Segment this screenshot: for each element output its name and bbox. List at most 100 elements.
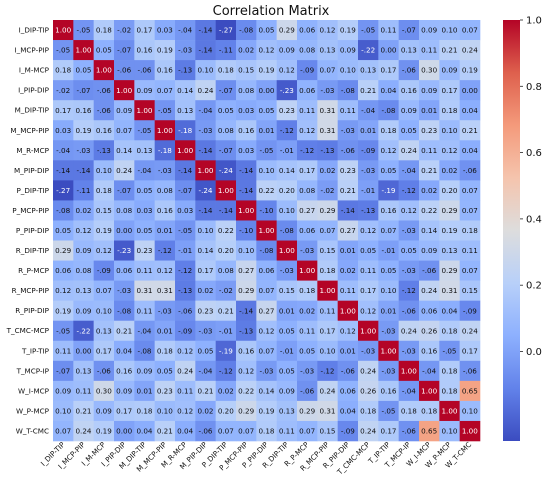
heatmap-cell	[73, 340, 94, 362]
heatmap-cell	[459, 60, 481, 81]
y-tick-label: P_PIP-DIP	[16, 226, 50, 235]
cell-annotation: 0.29	[238, 407, 254, 416]
cell-annotation: 0.17	[462, 346, 478, 355]
heatmap-cell	[459, 40, 481, 61]
heatmap-cell	[154, 60, 176, 81]
cell-annotation: 0.26	[421, 326, 437, 335]
heatmap-cell	[215, 340, 237, 362]
heatmap-cell	[439, 20, 460, 41]
heatmap-cell	[419, 80, 440, 101]
cell-annotation: 0.08	[157, 186, 173, 195]
heatmap-cell	[256, 140, 277, 161]
heatmap-cell	[195, 180, 216, 201]
heatmap-cell	[256, 40, 277, 61]
heatmap-cell	[236, 320, 257, 342]
cell-annotation: 0.12	[75, 226, 91, 235]
y-tick-label: P_MCP-PIP	[12, 206, 49, 215]
cell-annotation: 0.07	[116, 126, 132, 135]
colorbar-tick-label: 1.0	[526, 16, 542, 27]
heatmap-cell	[215, 160, 237, 181]
cell-annotation: 0.22	[258, 186, 274, 195]
heatmap-cell	[378, 20, 399, 41]
heatmap-cell	[297, 20, 318, 41]
cell-annotation: 0.17	[197, 266, 213, 275]
cell-annotation: 0.07	[157, 86, 173, 95]
heatmap-cell	[134, 400, 155, 422]
cell-annotation: 0.13	[401, 46, 417, 55]
heatmap-cell	[398, 120, 420, 141]
heatmap-cell	[398, 40, 420, 61]
heatmap-cell	[419, 40, 440, 61]
heatmap-cell	[398, 180, 420, 201]
cell-annotation: 0.13	[177, 106, 193, 115]
heatmap-cell	[439, 100, 460, 121]
heatmap-cell	[53, 120, 74, 141]
cell-annotation: -.01	[381, 246, 395, 255]
cell-annotation: 0.16	[421, 346, 437, 355]
heatmap-cell	[398, 320, 420, 342]
heatmap-cell	[236, 380, 257, 402]
heatmap-cell	[236, 120, 257, 141]
cell-annotation: -.09	[361, 146, 375, 155]
heatmap-cell	[297, 280, 318, 301]
cell-annotation: 0.07	[462, 266, 478, 275]
heatmap-cell	[154, 120, 176, 141]
cell-annotation: 0.12	[177, 407, 193, 416]
cell-annotation: -.06	[341, 366, 355, 375]
cell-annotation: -.03	[402, 266, 416, 275]
cell-annotation: 0.03	[238, 106, 254, 115]
cell-annotation: 1.00	[258, 226, 274, 235]
heatmap-cell	[378, 200, 399, 221]
heatmap-cell	[378, 140, 399, 161]
cell-annotation: 0.07	[258, 346, 274, 355]
heatmap-cell	[297, 240, 318, 261]
cell-annotation: -.02	[56, 86, 70, 95]
cell-annotation: 0.12	[319, 26, 335, 35]
cell-annotation: 0.12	[360, 306, 376, 315]
heatmap-cell	[276, 260, 298, 281]
cell-annotation: 0.10	[340, 66, 356, 75]
cell-annotation: 0.10	[462, 407, 478, 416]
cell-annotation: 0.08	[116, 206, 132, 215]
cell-annotation: 0.12	[55, 286, 71, 295]
heatmap-cell	[337, 260, 359, 281]
heatmap-cell	[134, 300, 155, 322]
heatmap-cell	[175, 260, 196, 281]
cell-annotation: 0.09	[340, 46, 356, 55]
heatmap-cell	[459, 300, 481, 322]
heatmap-cell	[419, 280, 440, 301]
cell-annotation: 0.17	[96, 346, 112, 355]
cell-annotation: 0.21	[340, 186, 356, 195]
heatmap-cell	[419, 180, 440, 201]
heatmap-cell	[337, 340, 359, 362]
cell-annotation: 0.11	[136, 306, 152, 315]
cell-annotation: 0.02	[197, 286, 213, 295]
heatmap-cell	[276, 400, 298, 422]
heatmap-cell	[439, 40, 460, 61]
cell-annotation: 0.18	[319, 266, 335, 275]
heatmap-cell	[53, 400, 74, 422]
heatmap-cell	[154, 20, 176, 41]
heatmap-cell	[114, 220, 135, 241]
cell-annotation: 0.11	[136, 266, 152, 275]
cell-annotation: -.05	[178, 226, 192, 235]
cell-annotation: 0.06	[299, 226, 315, 235]
heatmap-cell	[358, 200, 379, 221]
heatmap-cell	[256, 60, 277, 81]
heatmap-cell	[175, 300, 196, 322]
heatmap-cell	[154, 300, 176, 322]
heatmap-cell	[134, 200, 155, 221]
cell-annotation: 0.14	[177, 86, 193, 95]
heatmap-cell	[195, 360, 216, 382]
cell-annotation: 1.00	[238, 206, 254, 215]
cell-annotation: 0.27	[238, 266, 254, 275]
heatmap-cell	[317, 280, 338, 301]
heatmap-cell	[276, 120, 298, 141]
heatmap-cell	[53, 360, 74, 382]
heatmap-cell	[195, 220, 216, 241]
heatmap-cell	[215, 320, 237, 342]
cell-annotation: 0.09	[75, 306, 91, 315]
heatmap-cell	[317, 300, 338, 322]
heatmap-cells	[53, 20, 481, 442]
